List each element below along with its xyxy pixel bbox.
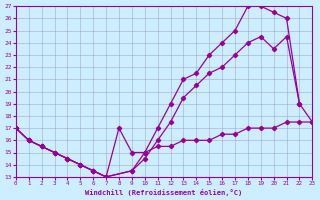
X-axis label: Windchill (Refroidissement éolien,°C): Windchill (Refroidissement éolien,°C) — [85, 189, 243, 196]
